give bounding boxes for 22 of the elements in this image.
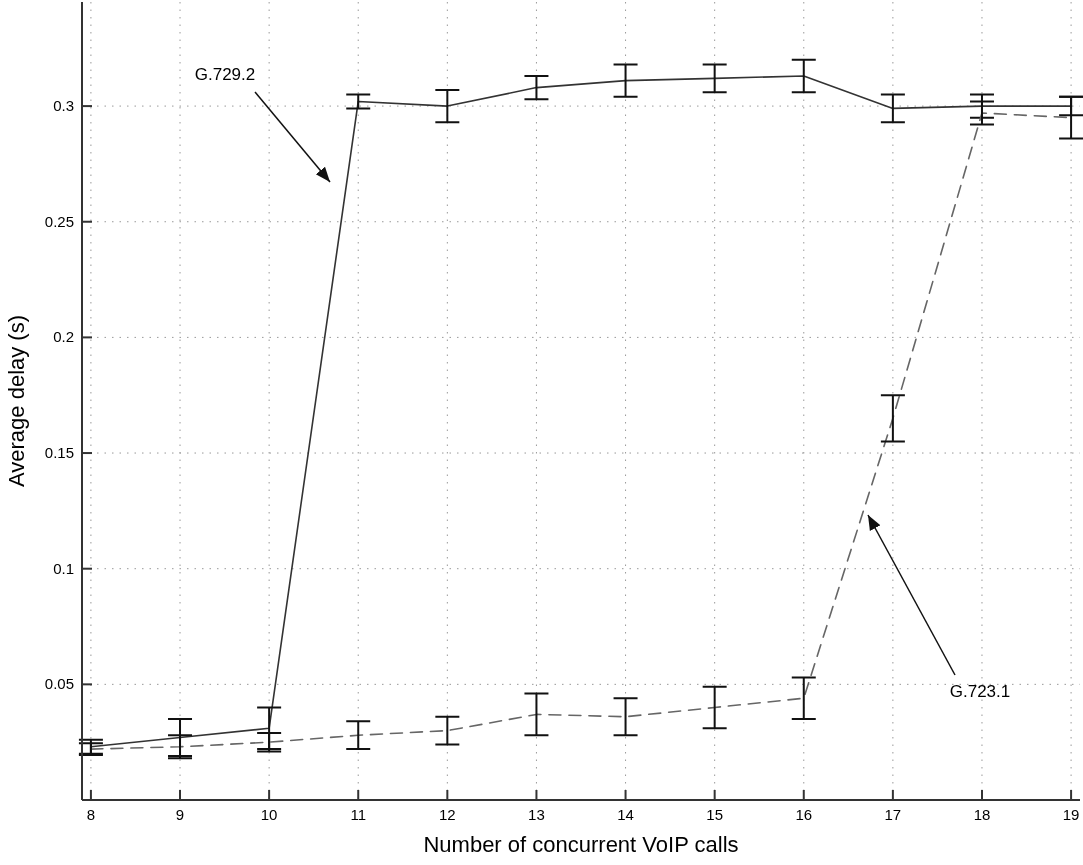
x-tick-label: 11 — [350, 806, 367, 823]
y-tick-label: 0.2 — [53, 328, 74, 346]
annotation: G.729.2 — [194, 65, 256, 84]
y-axis-title: Average delay (s) — [4, 314, 29, 488]
x-tick-label: 18 — [973, 806, 991, 823]
x-tick-label: 12 — [439, 806, 456, 823]
x-tick-label: 17 — [884, 806, 902, 823]
y-tick-label: 0.3 — [53, 97, 74, 115]
y-tick-label: 0.1 — [53, 559, 74, 577]
y-tick-label: 0.15 — [44, 444, 74, 462]
x-axis-title: Number of concurrent VoIP calls — [423, 832, 739, 857]
x-tick-label: 16 — [795, 806, 813, 823]
y-tick-label: 0.25 — [44, 212, 74, 230]
y-tick-label: 0.05 — [44, 675, 74, 693]
x-tick-label: 14 — [617, 806, 634, 823]
annotation: G.723.1 — [949, 682, 1011, 701]
x-tick-label: 9 — [175, 806, 185, 823]
x-tick-label: 15 — [706, 806, 723, 823]
x-tick-label: 13 — [528, 806, 545, 823]
x-tick-label: 19 — [1062, 806, 1080, 823]
x-tick-label: 8 — [86, 806, 96, 823]
x-tick-label: 10 — [260, 806, 278, 823]
